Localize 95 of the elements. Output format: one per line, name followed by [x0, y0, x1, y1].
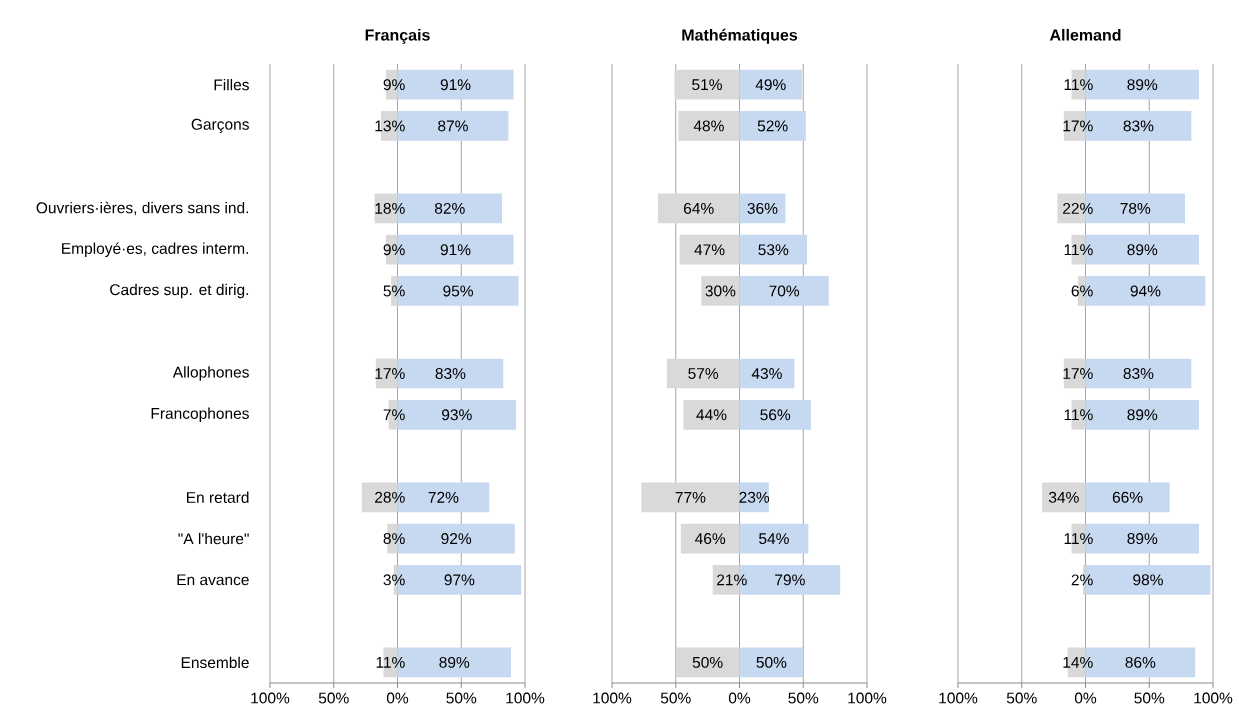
y-tick-label: Ouvriers·ières, divers sans ind.	[36, 201, 249, 216]
data-label: 11%	[1064, 244, 1093, 256]
data-label: 11%	[376, 656, 405, 668]
data-label: 83%	[435, 368, 466, 379]
data-label: 11%	[1064, 533, 1093, 544]
y-tick-label: Garçons	[191, 118, 249, 133]
data-label: 17%	[1063, 368, 1093, 379]
data-label: 97%	[444, 574, 475, 586]
data-label: 17%	[375, 368, 405, 379]
data-label: 43%	[751, 368, 782, 379]
y-tick-label: Cadres sup. et dirig.	[110, 283, 249, 299]
data-label: 21%	[717, 574, 747, 586]
chart-title: Allemand	[1049, 28, 1121, 41]
y-tick-label: Ensemble	[181, 656, 249, 669]
data-label: 89%	[439, 656, 470, 668]
data-label: 78%	[1120, 202, 1151, 214]
data-label: 98%	[1133, 574, 1163, 586]
x-tick-label: 100%	[251, 692, 290, 704]
data-label: 83%	[1123, 368, 1154, 379]
data-label: 50%	[692, 656, 723, 668]
data-label: 5%	[383, 285, 405, 297]
x-tick-label: 100%	[1194, 692, 1233, 704]
data-label: 8%	[383, 533, 405, 545]
data-label: 83%	[1123, 120, 1154, 132]
data-label: 28%	[375, 491, 405, 503]
data-label: 79%	[775, 574, 805, 586]
data-label: 92%	[441, 533, 472, 545]
data-label: 11%	[1064, 409, 1093, 421]
x-tick-label: 50%	[318, 692, 349, 704]
x-tick-label: 50%	[446, 692, 477, 704]
x-tick-label: 0%	[1074, 692, 1097, 704]
x-tick-label: 100%	[939, 692, 978, 704]
data-label: 2%	[1071, 574, 1093, 586]
data-label: 86%	[1125, 656, 1156, 668]
y-tick-label: En retard	[186, 491, 249, 503]
data-label: 93%	[442, 409, 472, 421]
data-label: 22%	[1063, 202, 1093, 214]
data-label: 30%	[705, 285, 736, 297]
data-label: 46%	[695, 533, 726, 545]
data-label: 53%	[758, 244, 789, 256]
x-tick-label: 100%	[593, 692, 632, 704]
x-tick-label: 50%	[1006, 692, 1037, 704]
y-tick-label: En avance	[177, 574, 249, 586]
chart-title: Français	[365, 28, 430, 44]
data-label: 34%	[1048, 491, 1079, 503]
x-tick-label: 0%	[728, 692, 751, 704]
y-tick-label: Francophones	[151, 407, 249, 422]
data-label: 64%	[683, 202, 714, 214]
data-label: 77%	[675, 491, 706, 503]
data-label: 36%	[747, 202, 778, 214]
data-label: 89%	[1127, 533, 1158, 545]
data-label: 13%	[375, 120, 405, 132]
data-label: 95%	[443, 285, 474, 297]
data-label: 14%	[1063, 656, 1093, 668]
x-tick-label: 50%	[788, 692, 819, 704]
data-label: 50%	[756, 656, 787, 668]
data-label: 66%	[1112, 491, 1143, 503]
data-label: 54%	[759, 533, 789, 545]
data-label: 72%	[428, 491, 459, 503]
data-label: 11%	[1064, 79, 1093, 91]
x-tick-label: 0%	[386, 692, 409, 704]
data-label: 57%	[688, 368, 719, 379]
y-tick-label: Employé·es, cadres interm.	[62, 242, 249, 258]
data-label: 9%	[383, 79, 405, 91]
data-label: 87%	[438, 120, 468, 132]
data-label: 17%	[1063, 120, 1093, 132]
data-label: 7%	[383, 409, 405, 421]
data-label: 52%	[757, 120, 788, 132]
data-label: 18%	[375, 202, 405, 214]
x-tick-label: 100%	[506, 692, 545, 704]
data-label: 47%	[694, 244, 725, 256]
y-tick-label: "A l'heure"	[178, 532, 249, 545]
y-tick-label: Filles	[214, 78, 249, 91]
data-label: 94%	[1130, 285, 1161, 297]
data-label: 49%	[755, 79, 786, 91]
data-label: 6%	[1071, 285, 1093, 297]
chart-title: Mathématiques	[682, 28, 798, 44]
data-label: 51%	[692, 79, 722, 91]
data-label: 3%	[383, 574, 405, 586]
data-label: 91%	[440, 79, 471, 91]
data-label: 48%	[693, 120, 724, 132]
x-tick-label: 50%	[660, 692, 691, 704]
data-label: 70%	[769, 285, 800, 297]
data-label: 89%	[1127, 244, 1158, 256]
y-tick-label: Allophones	[172, 366, 249, 381]
x-tick-label: 50%	[1134, 692, 1165, 704]
data-label: 91%	[440, 244, 471, 256]
data-label: 56%	[760, 409, 791, 421]
data-label: 9%	[383, 244, 405, 256]
data-label: 44%	[696, 409, 727, 421]
data-label: 89%	[1127, 409, 1158, 421]
data-label: 82%	[434, 202, 465, 214]
data-label: 23%	[739, 491, 770, 503]
x-tick-label: 100%	[848, 692, 887, 704]
data-label: 89%	[1127, 79, 1158, 91]
